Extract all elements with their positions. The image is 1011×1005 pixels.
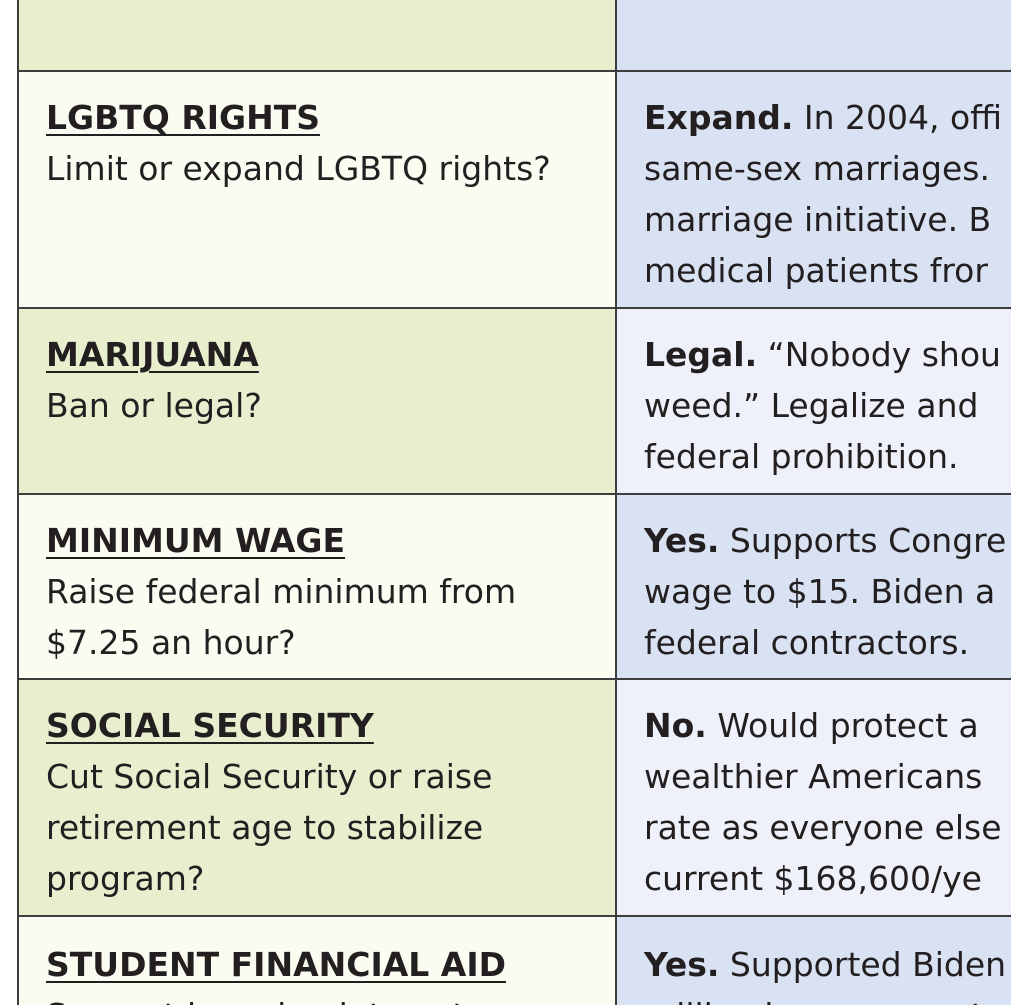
issue-topic: SOCIAL SECURITY bbox=[46, 706, 374, 745]
position-cell: Yes. Supports Congre wage to $15. Biden … bbox=[617, 495, 1011, 678]
issue-topic: LGBTQ RIGHTS bbox=[46, 98, 320, 137]
position-text: Legal. “Nobody shou weed.” Legalize and … bbox=[644, 335, 1001, 476]
issue-topic: STUDENT FINANCIAL AID bbox=[46, 945, 506, 984]
table-header-row bbox=[17, 0, 1011, 72]
issue-question: Limit or expand LGBTQ rights? bbox=[46, 149, 551, 188]
position-lead: No. bbox=[644, 706, 707, 745]
position-text: Yes. Supported Biden million borrowers, … bbox=[644, 945, 1007, 1005]
position-lead: Legal. bbox=[644, 335, 758, 374]
table-row: MARIJUANA Ban or legal? Legal. “Nobody s… bbox=[17, 309, 1011, 495]
issue-cell: SOCIAL SECURITY Cut Social Security or r… bbox=[17, 680, 617, 915]
position-text: No. Would protect a wealthier Americans … bbox=[644, 706, 1002, 898]
position-cell: Expand. In 2004, offi same-sex marriages… bbox=[617, 72, 1011, 307]
issue-question: Support lowering interest on bbox=[46, 990, 615, 1005]
position-cell: No. Would protect a wealthier Americans … bbox=[617, 680, 1011, 915]
issue-topic: MARIJUANA bbox=[46, 335, 259, 374]
issue-question: Ban or legal? bbox=[46, 386, 262, 425]
issue-question: Raise federal minimum from $7.25 an hour… bbox=[46, 572, 517, 662]
position-cell: Yes. Supported Biden million borrowers, … bbox=[617, 917, 1011, 1005]
issue-question: Cut Social Security or raise retirement … bbox=[46, 757, 493, 898]
issue-cell: MINIMUM WAGE Raise federal minimum from … bbox=[17, 495, 617, 678]
position-text: Expand. In 2004, offi same-sex marriages… bbox=[644, 98, 1003, 290]
issues-table: LGBTQ RIGHTS Limit or expand LGBTQ right… bbox=[17, 0, 1011, 1005]
position-lead: Expand. bbox=[644, 98, 794, 137]
table-row: SOCIAL SECURITY Cut Social Security or r… bbox=[17, 680, 1011, 917]
issue-topic: MINIMUM WAGE bbox=[46, 521, 346, 560]
position-cell: Legal. “Nobody shou weed.” Legalize and … bbox=[617, 309, 1011, 493]
header-cell-left bbox=[17, 0, 617, 70]
table-row: MINIMUM WAGE Raise federal minimum from … bbox=[17, 495, 1011, 680]
header-cell-right bbox=[617, 0, 1011, 70]
table-row: STUDENT FINANCIAL AID Support lowering i… bbox=[17, 917, 1011, 1005]
issue-cell: MARIJUANA Ban or legal? bbox=[17, 309, 617, 493]
position-lead: Yes. bbox=[644, 521, 720, 560]
table-row: LGBTQ RIGHTS Limit or expand LGBTQ right… bbox=[17, 72, 1011, 309]
position-lead: Yes. bbox=[644, 945, 720, 984]
position-text: Yes. Supports Congre wage to $15. Biden … bbox=[644, 521, 1007, 662]
issue-cell: LGBTQ RIGHTS Limit or expand LGBTQ right… bbox=[17, 72, 617, 307]
issue-cell: STUDENT FINANCIAL AID Support lowering i… bbox=[17, 917, 617, 1005]
